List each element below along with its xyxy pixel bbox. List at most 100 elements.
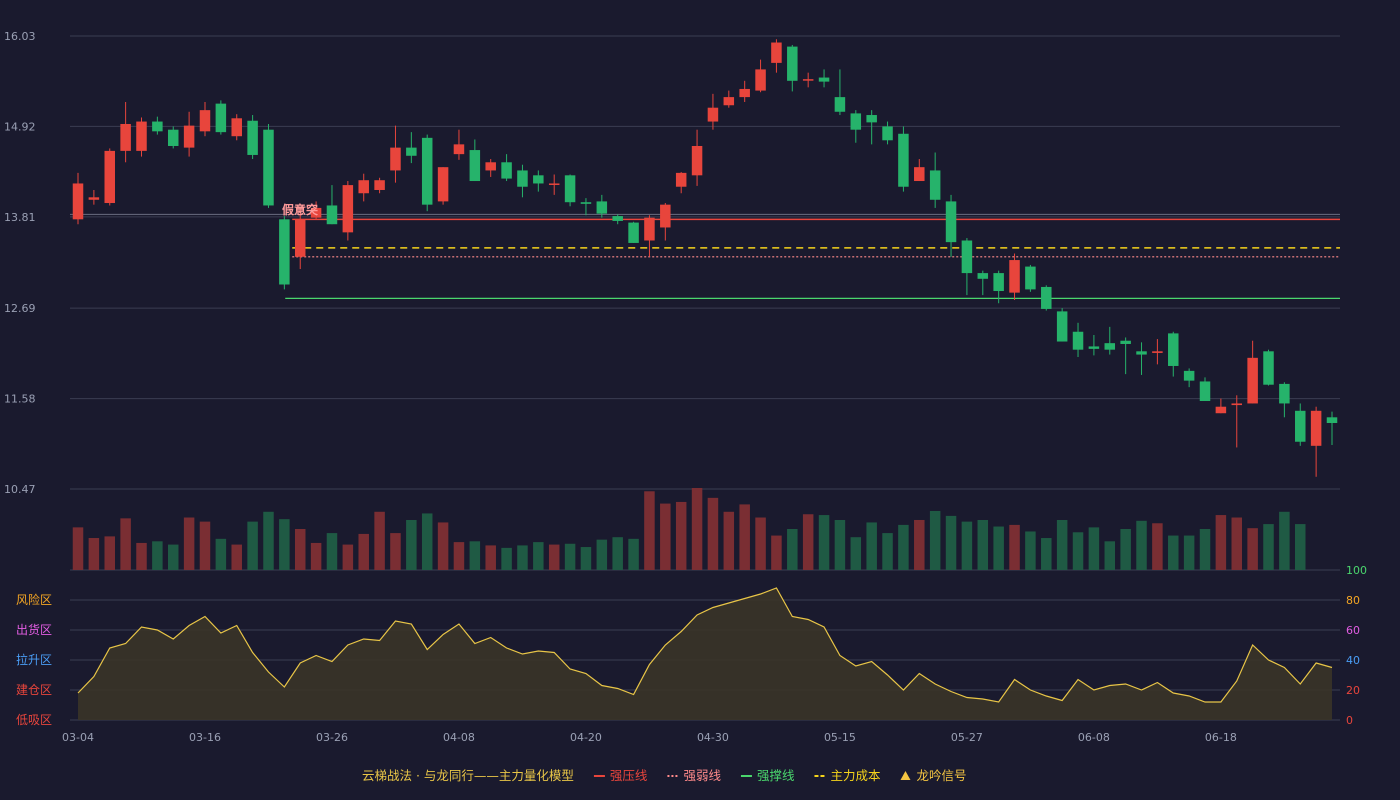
candle-body [628,222,639,243]
candle-body [691,145,703,176]
candle-body [120,123,131,151]
volume-bar [580,547,592,570]
volume-bar [374,511,385,570]
volume-bar [628,538,639,570]
candle-body [1056,311,1068,342]
volume-bar [72,527,84,570]
volume-bar [390,533,401,570]
candle-body [850,113,862,130]
price-tick-label: 13.81 [4,211,36,224]
volume-bar [1279,511,1290,570]
candle-body [136,121,147,151]
volume-bar [945,515,957,570]
candle-body [675,172,687,187]
price-tick-label: 11.58 [4,393,36,406]
candle-body [739,88,750,98]
candle-body [644,217,655,241]
candle-body [898,133,909,187]
volume-bar [1104,541,1116,570]
candle-body [548,183,560,185]
candle-body [88,197,100,200]
volume-bar [898,524,909,570]
candle-body [517,170,528,187]
volume-bar [660,503,671,570]
price-tick-label: 12.69 [4,302,36,315]
oscillator-tick-label: 0 [1346,714,1353,727]
oscillator-zone-label: 风险区 [16,592,52,607]
candle-body [1088,346,1100,349]
candle-body [469,150,481,182]
volume-bar [421,513,433,570]
x-tick-label: 03-16 [189,731,221,744]
candles [72,39,1338,477]
price-tick-label: 14.92 [4,120,36,133]
candle-body [660,204,671,228]
volume-bar [1295,524,1306,570]
level-lines [70,213,1340,299]
candle-body [802,79,814,81]
volume-bar [1120,529,1131,570]
volume-bar [247,521,258,570]
volume-bar [1152,523,1163,570]
volume-bar [263,511,274,570]
volume-bar [279,519,290,570]
volume-bar [120,518,131,570]
legend-label: 强压线 [610,768,648,783]
volume-bar [406,519,417,570]
candle-body [596,201,608,214]
candle-body [1199,381,1211,402]
legend-marker [900,771,911,780]
candle-body [1041,286,1052,309]
volume-bar [1215,515,1227,570]
x-tick-label: 03-26 [316,731,348,744]
candle-body [374,180,385,190]
volume-bar [1247,528,1258,570]
volume-bar [882,533,893,570]
candle-body [1247,357,1258,404]
volume-bar [501,547,512,570]
candle-body [834,97,846,112]
candle-body [818,77,830,82]
volume-bar [929,510,941,570]
candle-body [1152,351,1163,353]
oscillator-area [78,588,1332,720]
volume-bar [1168,535,1179,570]
volume-bar [533,542,544,570]
candle-body [72,183,84,220]
candle-body [1168,333,1179,366]
x-tick-label: 06-08 [1078,731,1110,744]
volume-bar [850,537,862,570]
candle-body [485,162,496,171]
volume-bars [72,488,1306,570]
volume-bar [993,526,1004,570]
volume-bar [977,519,989,570]
volume-bar [755,517,766,570]
volume-bar [517,545,528,570]
volume-bar [199,521,211,570]
candle-body [993,273,1004,292]
volume-bar [802,514,814,570]
candle-body [279,219,290,285]
oscillator-zone-label: 出货区 [16,622,52,637]
candle-body [882,126,893,141]
candle-body [1295,410,1306,442]
x-tick-label: 05-15 [824,731,856,744]
volume-bar [771,535,782,570]
candle-body [453,144,465,155]
oscillator-zone-label: 拉升区 [16,652,52,667]
candle-body [501,162,512,179]
price-tick-label: 10.47 [4,483,36,496]
volume-bar [787,529,798,570]
volume-bar [136,542,147,570]
volume-bar [596,539,608,570]
candle-body [1215,406,1227,414]
candle-body [1136,351,1147,355]
volume-bar [453,542,465,570]
oscillator-tick-label: 80 [1346,594,1360,607]
candle-body [1009,260,1020,293]
volume-bar [294,529,306,570]
candle-body [104,150,115,204]
volume-bar [834,519,846,570]
candle-body [564,175,576,203]
